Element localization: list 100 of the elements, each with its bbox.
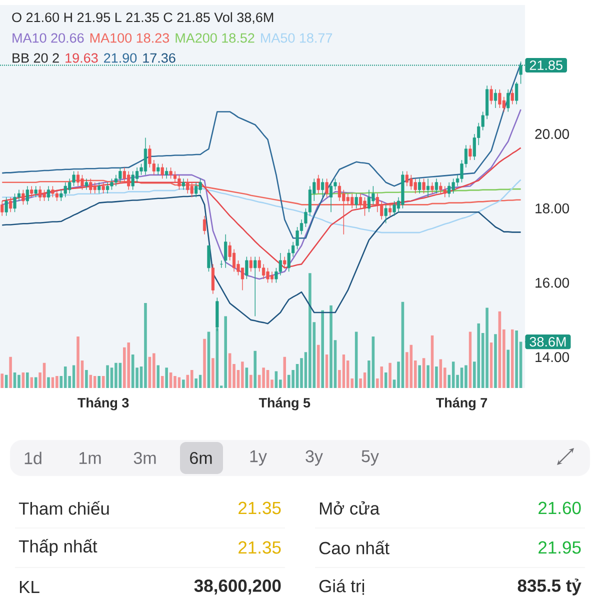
bar xyxy=(212,358,214,388)
bar xyxy=(486,308,488,388)
candlestick xyxy=(372,186,375,206)
candlestick xyxy=(110,178,114,190)
candlestick xyxy=(240,268,244,291)
bar xyxy=(477,323,480,388)
text: 21.95 xyxy=(538,541,581,554)
bar xyxy=(174,376,176,388)
bar xyxy=(102,376,105,388)
text: Cao nhất xyxy=(319,540,390,554)
candlestick xyxy=(51,186,54,198)
candlestick xyxy=(186,178,190,194)
text: 6m xyxy=(190,452,212,464)
text: 1m xyxy=(79,452,101,464)
candlestick xyxy=(194,182,198,198)
candlestick xyxy=(160,163,164,179)
bar xyxy=(34,377,38,388)
candlestick xyxy=(502,96,506,112)
bar xyxy=(47,377,50,388)
bar xyxy=(452,362,455,388)
y-tick-label: 20.00 xyxy=(535,129,570,139)
bar xyxy=(76,336,80,388)
bar xyxy=(245,368,248,388)
candlestick xyxy=(207,245,210,272)
x-tick-label: Tháng 3 xyxy=(78,398,129,410)
bar xyxy=(56,376,58,388)
candlestick xyxy=(392,200,396,216)
annotation: O 21.60 H 21.95 L 21.35 C 21.85 Vol 38,6M xyxy=(12,12,274,24)
candlestick xyxy=(410,174,413,190)
candlestick xyxy=(190,182,194,198)
candlestick xyxy=(80,174,84,190)
y-tick-label: 18.00 xyxy=(536,203,570,214)
candlestick xyxy=(198,178,202,194)
candlestick xyxy=(422,178,426,194)
candlestick xyxy=(414,178,417,194)
text: 835.5 tỷ xyxy=(518,578,582,596)
candlestick xyxy=(510,89,514,105)
bar xyxy=(354,332,358,388)
candlestick xyxy=(258,256,261,272)
candlestick xyxy=(270,271,274,284)
bar xyxy=(30,377,34,388)
bar xyxy=(380,366,384,388)
y-tick-label: 16.00 xyxy=(536,278,570,288)
candlestick xyxy=(42,189,46,202)
y2-tick-label: 38.6M xyxy=(530,337,566,347)
bar xyxy=(203,338,206,388)
bar xyxy=(160,376,164,388)
bar xyxy=(136,368,138,388)
text: 21.60 xyxy=(538,502,581,514)
candlestick xyxy=(325,178,328,198)
bar xyxy=(194,378,198,388)
candlestick xyxy=(144,137,148,176)
bar xyxy=(250,374,252,388)
candlestick xyxy=(8,196,12,212)
candlestick xyxy=(452,178,455,194)
candlestick xyxy=(93,182,96,194)
text: KL xyxy=(20,580,40,594)
bar xyxy=(418,365,421,388)
candlestick xyxy=(38,186,42,202)
bar xyxy=(51,377,54,388)
candlestick xyxy=(506,89,510,112)
candlestick xyxy=(4,196,8,216)
bar xyxy=(460,368,464,388)
candlestick xyxy=(22,189,25,206)
bar xyxy=(165,368,168,388)
candlestick xyxy=(430,182,434,194)
candlestick xyxy=(182,178,185,190)
bar xyxy=(274,371,278,388)
candlestick xyxy=(494,89,498,108)
candlestick xyxy=(98,182,101,194)
annotation: BB 20 2 xyxy=(12,53,59,63)
candlestick xyxy=(448,182,451,198)
candlestick xyxy=(165,167,168,179)
candlestick xyxy=(338,182,342,202)
candlestick xyxy=(156,163,160,176)
bar xyxy=(152,353,156,388)
bar xyxy=(85,370,88,388)
candlestick xyxy=(498,89,502,108)
candlestick xyxy=(84,178,88,190)
bar xyxy=(266,370,270,388)
bar xyxy=(316,344,320,388)
candlestick xyxy=(434,178,438,194)
bar xyxy=(515,330,518,388)
candlestick xyxy=(60,189,63,202)
candlestick xyxy=(30,186,34,198)
text: 1d xyxy=(24,452,42,464)
candlestick xyxy=(354,193,358,209)
bar xyxy=(144,303,147,388)
bar xyxy=(0,374,4,388)
candlestick xyxy=(106,182,110,194)
text: MA50 18.77 xyxy=(261,33,332,43)
bar xyxy=(106,365,109,388)
candlestick xyxy=(515,82,518,105)
text: Mở cửa xyxy=(320,501,380,515)
bar xyxy=(468,332,472,388)
candlestick xyxy=(202,215,206,235)
candlestick xyxy=(287,248,290,272)
candlestick xyxy=(245,256,248,280)
candlestick xyxy=(278,252,282,276)
candlestick xyxy=(329,182,333,212)
